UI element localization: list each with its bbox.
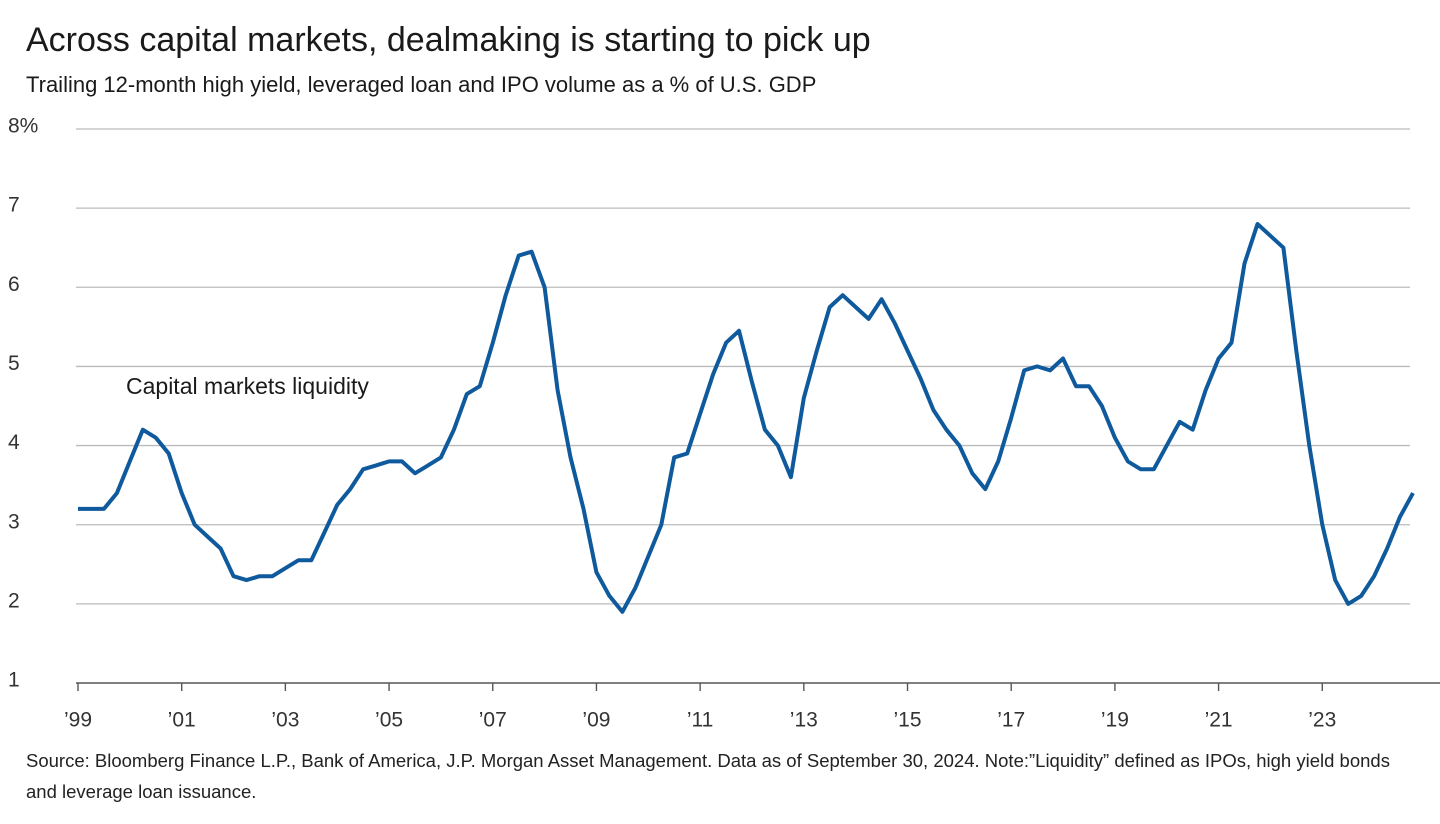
x-tick-label: ’09 bbox=[582, 709, 610, 732]
chart-subtitle: Trailing 12-month high yield, leveraged … bbox=[26, 72, 816, 97]
x-tick-label: ’19 bbox=[1101, 709, 1129, 732]
x-tick-label: ’03 bbox=[271, 709, 299, 732]
source-note: Source: Bloomberg Finance L.P., Bank of … bbox=[26, 750, 1390, 802]
x-tick-label: ’15 bbox=[893, 709, 921, 732]
x-tick-label: ’21 bbox=[1205, 709, 1233, 732]
y-tick-label: 8% bbox=[8, 115, 38, 138]
x-tick-label: ’17 bbox=[997, 709, 1025, 732]
y-tick-label: 2 bbox=[8, 589, 20, 612]
x-tick-label: ’99 bbox=[64, 709, 92, 732]
y-tick-label: 1 bbox=[8, 669, 20, 692]
x-tick-label: ’13 bbox=[790, 709, 818, 732]
y-tick-label: 5 bbox=[8, 352, 20, 375]
y-tick-label: 4 bbox=[8, 431, 20, 454]
chart-title: Across capital markets, dealmaking is st… bbox=[26, 21, 871, 59]
y-tick-label: 7 bbox=[8, 194, 20, 217]
line-series bbox=[78, 222, 1415, 614]
y-tick-label: 3 bbox=[8, 510, 20, 533]
x-tick-label: ’07 bbox=[479, 709, 507, 732]
x-tick-label: ’11 bbox=[687, 709, 713, 732]
source-box: Source: Bloomberg Finance L.P., Bank of … bbox=[26, 750, 1390, 802]
y-tick-label: 6 bbox=[8, 273, 20, 296]
annotation: Capital markets liquidity bbox=[126, 373, 369, 399]
x-tick-label: ’01 bbox=[168, 709, 196, 732]
x-tick-label: ’05 bbox=[375, 709, 403, 732]
x-tick-label: ’23 bbox=[1308, 709, 1336, 732]
